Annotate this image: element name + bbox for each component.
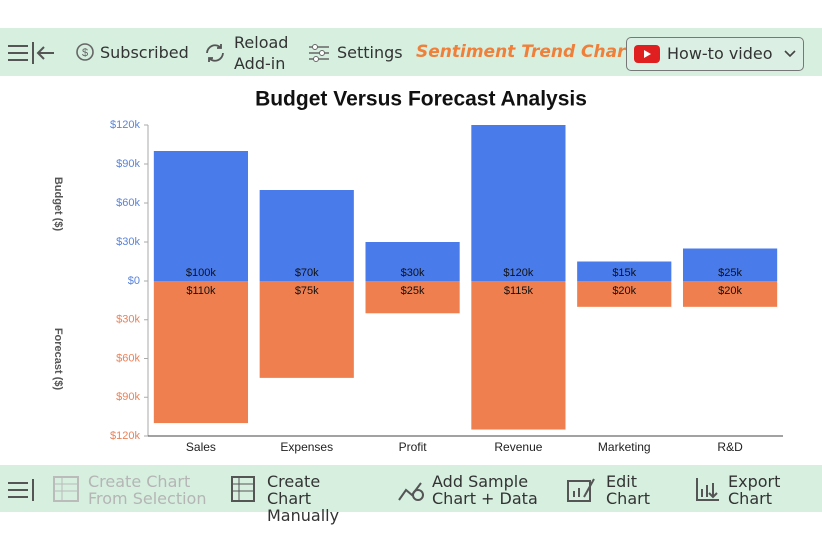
video-label: How-to video (667, 44, 773, 63)
manual-icon (231, 476, 255, 502)
bar (259, 190, 354, 281)
settings-icon (309, 44, 329, 62)
dollar-icon: $ (76, 43, 94, 61)
value-label: $115k (504, 285, 534, 297)
export-icon (696, 478, 719, 501)
edit-icon (567, 478, 595, 502)
value-label: $25k (401, 285, 425, 297)
bar (259, 281, 354, 378)
bar (471, 281, 566, 430)
x-tick-label: R&D (717, 440, 743, 454)
value-label: $75k (295, 285, 319, 297)
value-label: $15k (612, 267, 636, 279)
sample-icon (398, 482, 424, 501)
reload-icon (206, 44, 224, 62)
y-axis-label: Budget ($) (52, 177, 64, 232)
value-label: $110k (186, 285, 216, 297)
edit-chart[interactable]: Edit Chart (606, 472, 650, 508)
bar (153, 151, 249, 281)
y2-tick-label: $120k (110, 430, 140, 442)
top-toolbar: $ Subscribed Reload Add-in Settings Sent… (0, 28, 822, 76)
x-tick-label: Expenses (280, 440, 333, 454)
y-tick-label: $120k (110, 119, 140, 131)
reload-addin[interactable]: Reload Add-in (234, 33, 289, 73)
value-label: $20k (612, 285, 636, 297)
y2-tick-label: $60k (116, 352, 140, 364)
svg-text:$: $ (82, 47, 88, 59)
y-tick-label: $60k (116, 197, 140, 209)
settings[interactable]: Settings (337, 43, 403, 62)
x-tick-label: Marketing (598, 440, 651, 454)
bottom-toolbar: Create Chart From Selection Create Chart… (0, 465, 822, 524)
bar (682, 248, 778, 281)
value-label: $120k (503, 267, 533, 279)
y2-tick-label: $30k (116, 314, 140, 326)
chevron (784, 50, 796, 58)
add-sample[interactable]: Add Sample Chart + Data (432, 472, 538, 508)
brand: Sentiment Trend Chart (416, 42, 634, 62)
chart-title: Budget Versus Forecast Analysis (255, 88, 587, 111)
menu-back-icons[interactable] (6, 42, 56, 64)
menu-icon[interactable] (6, 479, 36, 501)
create-from-selection[interactable]: Create Chart From Selection (88, 472, 207, 508)
y2-axis-label: Forecast ($) (52, 328, 64, 391)
chart: Budget Versus Forecast Analysis Budget (… (52, 88, 783, 454)
x-tick-label: Sales (186, 440, 216, 454)
bar (365, 242, 460, 281)
subscribed[interactable]: Subscribed (100, 43, 189, 62)
value-label: $70k (295, 267, 319, 279)
bar (153, 281, 249, 424)
youtube-icon (634, 45, 660, 63)
value-label: $20k (718, 285, 742, 297)
value-label: $25k (718, 267, 742, 279)
x-tick-label: Revenue (494, 440, 542, 454)
value-label: $30k (401, 267, 425, 279)
create-manually[interactable]: Create Chart Manually (267, 472, 340, 525)
bar (471, 125, 566, 281)
export-chart[interactable]: Export Chart (728, 472, 781, 508)
table-icon (53, 476, 79, 502)
x-tick-label: Profit (399, 440, 428, 454)
bar (577, 261, 672, 281)
y-tick-label: $30k (116, 236, 140, 248)
video-button[interactable]: How-to video (626, 37, 804, 71)
bar (365, 281, 460, 314)
bar (577, 281, 672, 307)
y-tick-label: $90k (116, 158, 140, 170)
bar (682, 281, 778, 307)
y2-tick-label: $90k (116, 391, 140, 403)
y-tick-label: $0 (128, 275, 140, 287)
value-label: $100k (186, 267, 216, 279)
